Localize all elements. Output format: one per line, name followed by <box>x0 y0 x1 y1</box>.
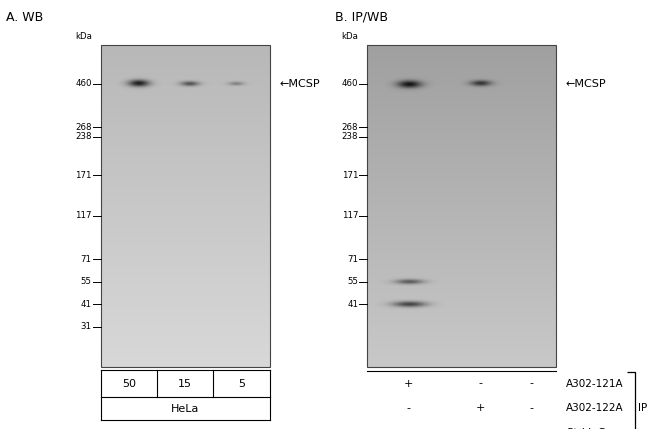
Text: ←MCSP: ←MCSP <box>280 79 320 89</box>
Text: -: - <box>407 403 411 414</box>
Text: 117: 117 <box>75 211 92 220</box>
Text: A302-121A: A302-121A <box>566 378 623 389</box>
Text: 71: 71 <box>347 254 358 263</box>
Text: 268: 268 <box>75 123 92 132</box>
Text: 41: 41 <box>81 299 92 308</box>
Text: Ctrl IgG: Ctrl IgG <box>566 428 605 429</box>
Text: A302-122A: A302-122A <box>566 403 623 414</box>
Text: 55: 55 <box>347 277 358 286</box>
Text: 171: 171 <box>342 171 358 180</box>
Text: kDa: kDa <box>75 32 92 41</box>
Text: -: - <box>478 378 482 389</box>
Text: ←MCSP: ←MCSP <box>566 79 606 89</box>
Text: -: - <box>529 403 533 414</box>
Text: -: - <box>478 428 482 429</box>
Text: 5: 5 <box>238 378 245 389</box>
Text: 71: 71 <box>81 254 92 263</box>
Text: 31: 31 <box>81 322 92 331</box>
Text: +: + <box>526 428 536 429</box>
Bar <box>101 45 270 367</box>
Text: 41: 41 <box>347 299 358 308</box>
Text: 117: 117 <box>342 211 358 220</box>
Text: 171: 171 <box>75 171 92 180</box>
Text: IP: IP <box>638 403 647 414</box>
Text: 268: 268 <box>342 123 358 132</box>
Text: +: + <box>404 378 413 389</box>
Text: 238: 238 <box>342 132 358 141</box>
Text: kDa: kDa <box>341 32 358 41</box>
Text: 460: 460 <box>342 79 358 88</box>
Text: HeLa: HeLa <box>171 404 200 414</box>
Text: -: - <box>407 428 411 429</box>
Text: 50: 50 <box>122 378 136 389</box>
Bar <box>367 45 556 367</box>
Text: B. IP/WB: B. IP/WB <box>335 11 388 24</box>
Text: 15: 15 <box>178 378 192 389</box>
Text: 238: 238 <box>75 132 92 141</box>
Text: 460: 460 <box>75 79 92 88</box>
Text: +: + <box>476 403 485 414</box>
Text: 55: 55 <box>81 277 92 286</box>
Text: -: - <box>529 378 533 389</box>
Text: A. WB: A. WB <box>6 11 44 24</box>
